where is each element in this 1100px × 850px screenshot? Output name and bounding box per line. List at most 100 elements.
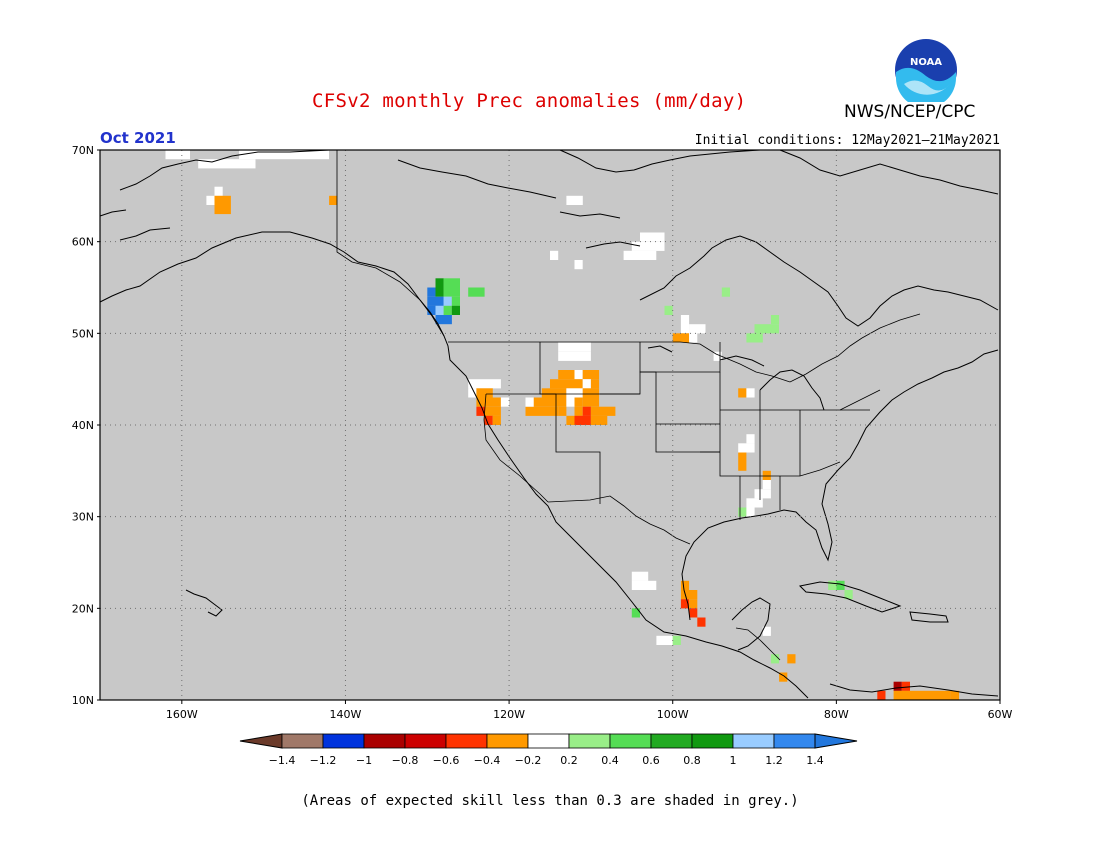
lon-label: 80W [824,708,849,721]
anomaly-cell [893,690,910,700]
anomaly-cell [443,278,460,288]
anomaly-cell [468,379,501,389]
anomaly-cell [893,681,902,691]
anomaly-cell [427,305,436,315]
colorbar-swatch [363,733,406,749]
noaa-logo-text: NOAA [910,57,942,68]
anomaly-cell [198,159,256,169]
anomaly-cell [451,296,460,306]
colorbar-swatch [650,733,693,749]
colorbar: −1.4 −1.2 −1 −0.8 −0.6 −0.4 −0.2 0.2 0.4 0.6 0.8 1 1… [239,733,858,767]
anomaly-cell [566,195,583,205]
initial-conditions: Initial conditions: 12May2021–21May2021 [694,133,1000,148]
anomaly-cell [214,195,231,215]
anomaly-cell [427,296,436,306]
anomaly-cell [689,599,698,609]
anomaly-cell [680,315,690,334]
anomaly-cell [672,333,690,343]
anomaly-cell [451,305,460,315]
anomaly-cell [574,406,583,416]
anomaly-cell [680,580,690,590]
anomaly-cell [214,186,223,196]
lat-label: 60N [72,236,94,249]
anomaly-cell [500,397,510,407]
anomaly-cell [934,690,951,700]
anomaly-cell [738,388,747,398]
anomaly-cell [239,150,305,160]
anomaly-cell [844,590,853,600]
skill-footnote: (Areas of expected skill less than 0.3 a… [301,793,799,809]
anomaly-cell [590,415,608,425]
colorbar-label: −0.2 [515,754,542,767]
colorbar-label: 0.6 [642,754,660,767]
anomaly-cell [762,480,771,490]
anomaly-cell [574,260,583,270]
anomaly-cell [484,415,493,425]
anomaly-cell [746,498,763,508]
anomaly-cell [566,397,575,407]
anomaly-cell [787,654,796,664]
anomaly-cell [664,305,673,315]
anomaly-cell [550,379,583,389]
anomaly-cell [754,489,771,499]
colorbar-label: 0.2 [560,754,578,767]
anomaly-cell [476,397,501,407]
org-label: NWS/NCEP/CPC [844,102,976,122]
anomaly-cell [574,415,591,425]
lat-label: 30N [72,511,94,524]
anomaly-cell [206,195,215,205]
colorbar-label: 1.4 [806,754,824,767]
anomaly-cell [468,388,477,398]
anomaly-cell [582,388,600,398]
anomaly-cell [713,351,722,361]
anomaly-cell [640,232,665,242]
anomaly-cell [468,287,485,297]
lat-label: 10N [72,694,94,707]
colorbar-label: −1 [356,754,372,767]
anomaly-cell [689,333,698,343]
anomaly-cell [631,608,640,618]
anomaly-cell [721,287,730,297]
anomaly-cell [492,415,501,425]
anomaly-cell [770,654,780,664]
colorbar-swatch [281,733,324,749]
anomaly-cell [738,452,747,471]
anomaly-cell [746,333,763,343]
anomaly-cell [574,370,583,380]
colorbar-arrow-left [239,733,283,749]
anomaly-cell [689,324,706,334]
anomaly-cell [558,406,567,416]
colorbar-label: −0.4 [474,754,501,767]
axis-labels: 70N 60N 50N 40N 30N 20N 10N 160W 140W 120W 100W 80W… [72,144,1013,721]
colorbar-arrow-right [814,733,858,749]
lon-label: 140W [330,708,362,721]
anomaly-cell [435,305,444,315]
colorbar-swatch [322,733,365,749]
anomaly-cell [582,370,600,380]
anomaly-cell [746,388,755,398]
lon-label: 120W [493,708,525,721]
anomaly-cell [582,397,600,407]
anomaly-cell [435,278,444,288]
anomaly-cell [533,397,567,407]
anomaly-cell [656,635,673,645]
colorbar-swatch [732,733,775,749]
anomaly-cell [165,150,190,160]
colorbar-swatch [568,733,611,749]
anomaly-cell [623,250,657,260]
colorbar-label: 1.2 [765,754,783,767]
anomaly-cell [877,690,886,700]
anomaly-cell [574,397,583,407]
colorbar-swatch [527,733,570,749]
colorbar-label: 0.8 [683,754,701,767]
anomaly-cell [631,241,665,251]
anomaly-cell [680,599,690,609]
anomaly-cell [762,626,771,636]
lon-label: 60W [988,708,1013,721]
anomaly-cell [590,379,600,389]
anomaly-cell [582,379,591,389]
colorbar-swatch [486,733,529,749]
lon-label: 100W [657,708,689,721]
anomaly-cell [828,580,837,590]
